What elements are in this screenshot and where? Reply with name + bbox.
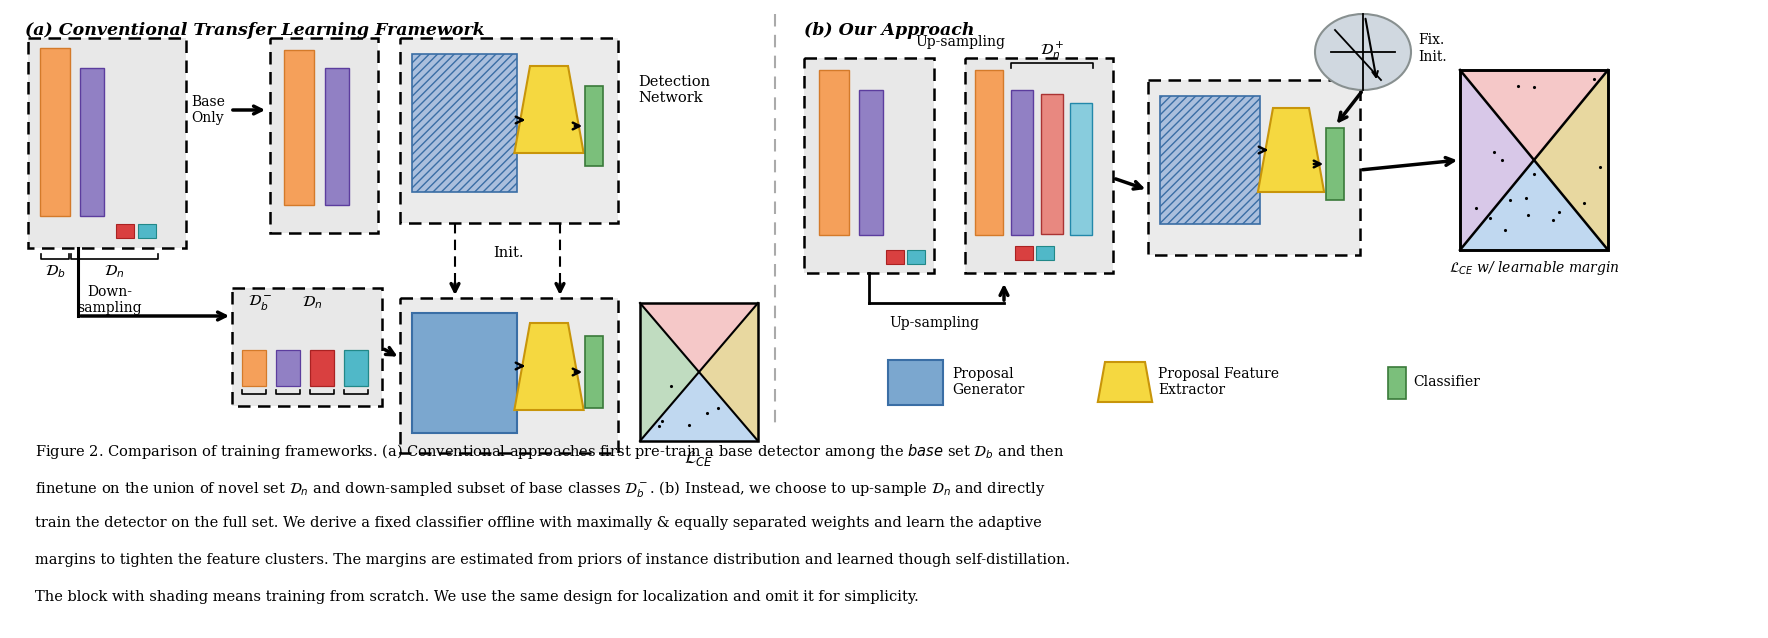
Bar (1036, 246, 1054, 260)
Bar (400, 298, 619, 453)
Bar (1041, 94, 1063, 234)
Bar (400, 298, 619, 453)
Text: Init.: Init. (493, 246, 523, 260)
Bar (1147, 80, 1360, 255)
Bar (400, 38, 619, 223)
Bar (80, 68, 104, 216)
Polygon shape (698, 303, 758, 441)
Bar (819, 70, 849, 235)
Polygon shape (1460, 70, 1535, 250)
Bar (965, 58, 1114, 273)
Bar (28, 38, 186, 248)
Bar (117, 224, 134, 238)
Bar (412, 54, 516, 192)
Bar (345, 350, 368, 386)
Polygon shape (514, 323, 583, 410)
Text: $\mathcal{D}^-_b$: $\mathcal{D}^-_b$ (248, 293, 272, 313)
Polygon shape (1460, 70, 1609, 160)
Bar (1070, 103, 1093, 235)
Text: Detection
Network: Detection Network (638, 75, 711, 105)
Bar (907, 250, 925, 264)
Text: Proposal Feature
Extractor: Proposal Feature Extractor (1158, 367, 1278, 397)
Bar (232, 288, 382, 406)
Text: Down-
sampling: Down- sampling (78, 285, 141, 315)
Bar (285, 50, 315, 205)
Ellipse shape (1315, 14, 1411, 90)
Bar (242, 350, 265, 386)
Polygon shape (1535, 70, 1609, 250)
Text: $\mathcal{D}_n$: $\mathcal{D}_n$ (104, 263, 124, 280)
Text: Figure 2. Comparison of training frameworks. (a) Conventional approaches first p: Figure 2. Comparison of training framewo… (35, 442, 1064, 461)
Bar (325, 68, 348, 205)
Text: $\mathcal{D}^+_n$: $\mathcal{D}^+_n$ (1040, 39, 1064, 61)
Text: Proposal
Generator: Proposal Generator (951, 367, 1024, 397)
Bar (1460, 70, 1609, 250)
Polygon shape (1460, 160, 1609, 250)
Bar (1388, 367, 1406, 399)
Polygon shape (1098, 362, 1153, 402)
Bar (974, 70, 1002, 235)
Text: Fix.: Fix. (1418, 33, 1444, 47)
Text: $\mathcal{L}_{CE}$ w/ learnable margin: $\mathcal{L}_{CE}$ w/ learnable margin (1448, 259, 1619, 277)
Text: Classifier: Classifier (1413, 375, 1480, 389)
Bar (585, 336, 603, 408)
Bar (271, 38, 378, 233)
Polygon shape (640, 303, 698, 441)
Bar (585, 86, 603, 166)
Bar (41, 48, 71, 216)
Bar (965, 58, 1114, 273)
Bar (271, 38, 378, 233)
Bar (28, 38, 186, 248)
Bar (640, 303, 758, 441)
Bar (804, 58, 934, 273)
Bar (1147, 80, 1360, 255)
Bar (412, 313, 516, 433)
Polygon shape (1257, 108, 1324, 192)
Text: margins to tighten the feature clusters. The margins are estimated from priors o: margins to tighten the feature clusters.… (35, 553, 1070, 567)
Text: (a) Conventional Transfer Learning Framework: (a) Conventional Transfer Learning Frame… (25, 22, 484, 39)
Bar (886, 250, 903, 264)
Bar (400, 38, 619, 223)
Bar (804, 58, 934, 273)
Text: Up-sampling: Up-sampling (889, 316, 979, 330)
Bar (276, 350, 301, 386)
Text: $\mathcal{L}_{CE}$: $\mathcal{L}_{CE}$ (684, 450, 714, 468)
Text: (b) Our Approach: (b) Our Approach (804, 22, 974, 39)
Polygon shape (640, 372, 758, 441)
Bar (888, 360, 942, 405)
Bar (859, 90, 882, 235)
Text: The block with shading means training from scratch. We use the same design for l: The block with shading means training fr… (35, 590, 919, 604)
Polygon shape (514, 66, 583, 153)
Text: $\mathcal{D}_b$: $\mathcal{D}_b$ (44, 263, 65, 280)
Bar (1326, 128, 1344, 200)
Bar (1160, 96, 1261, 224)
Bar (1011, 90, 1033, 235)
Text: train the detector on the full set. We derive a fixed classifier offline with ma: train the detector on the full set. We d… (35, 516, 1041, 530)
Polygon shape (640, 303, 758, 372)
Bar (309, 350, 334, 386)
Text: Base
Only: Base Only (191, 95, 225, 125)
Bar (232, 288, 382, 406)
Text: Init.: Init. (1418, 50, 1446, 64)
Bar (138, 224, 156, 238)
Text: $\mathcal{D}_n$: $\mathcal{D}_n$ (302, 295, 322, 311)
Text: finetune on the union of novel set $\mathcal{D}_n$ and down-sampled subset of ba: finetune on the union of novel set $\mat… (35, 479, 1045, 500)
Bar (1015, 246, 1033, 260)
Text: Up-sampling: Up-sampling (916, 35, 1004, 49)
